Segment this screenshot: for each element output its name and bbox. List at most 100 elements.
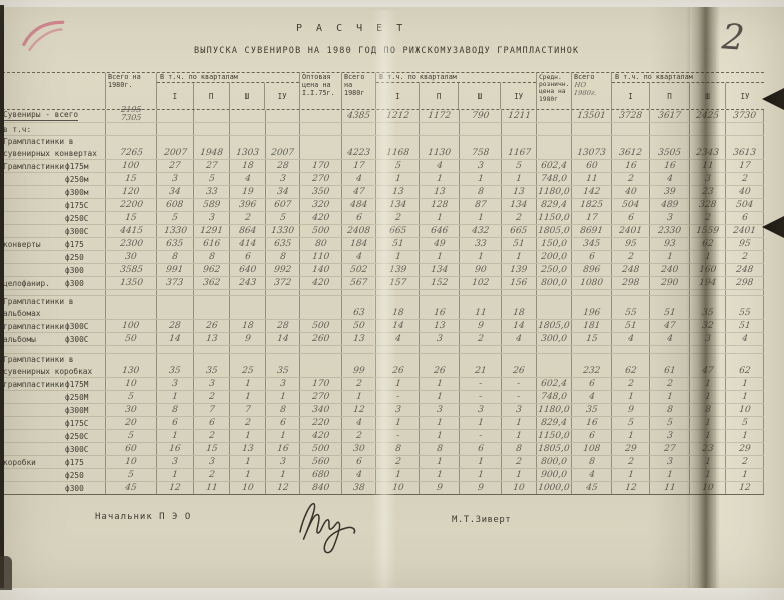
handwritten-value: 864: [238, 226, 257, 236]
handwritten-value: 10: [241, 483, 254, 493]
handwritten-value: 1: [477, 470, 484, 480]
handwritten-value: 1: [515, 418, 523, 428]
header-total-a: Всего на 1980г.: [106, 73, 157, 109]
header-price-wholesale: Оптовая цена на I.I.75г.: [300, 73, 342, 109]
table-cell: 665: [502, 225, 537, 237]
handwritten-value: 8: [208, 252, 215, 262]
table-cell: 26: [420, 354, 460, 377]
table-cell: 45: [572, 482, 612, 494]
table-cell: 51: [726, 320, 764, 332]
signature: [299, 503, 356, 554]
table-cell: 1: [612, 391, 650, 403]
handwritten-value: 2: [355, 379, 362, 389]
handwritten-value: 1: [515, 470, 523, 480]
handwritten-value: 1: [436, 470, 443, 480]
table-row: ф300С 60 16 15 13 16 500 30 8 8 6 8 1805,0 108 29 27 23 2…: [2, 443, 764, 456]
quarters-group-label: В т.ч. по кварталам: [157, 73, 299, 83]
table-cell: 47: [690, 354, 726, 377]
table-cell: 20: [106, 417, 157, 429]
handwritten-value: 3: [208, 379, 215, 389]
table-cell: 3728: [612, 110, 650, 122]
table-row: ф300 3585 991 962 640 992 140 502 139 134 90 139 250…: [2, 264, 764, 277]
table-cell: 196: [572, 296, 612, 319]
handwritten-value: 6: [627, 213, 634, 223]
table-cell: 2: [342, 378, 376, 390]
handwritten-value: 4223: [346, 148, 371, 158]
handwritten-value: 80: [314, 239, 327, 249]
row-label: грампластинки: [3, 322, 65, 331]
table-cell: 33: [194, 186, 230, 198]
table-cell: 6: [572, 430, 612, 442]
table-cell: 157: [376, 277, 420, 289]
handwritten-value: 55: [624, 308, 637, 318]
handwritten-value: 15: [124, 213, 138, 223]
table-cell: 502: [342, 264, 376, 276]
table-cell: 87: [460, 199, 502, 211]
handwritten-value: 248: [621, 265, 640, 275]
row-label: конверты: [3, 240, 41, 249]
table-cell: [460, 123, 502, 135]
handwritten-value: 62: [624, 366, 637, 376]
handwritten-value: 50: [124, 334, 138, 344]
table-cell: 6: [230, 251, 266, 263]
table-cell: 35: [690, 296, 726, 319]
table-cell: 8: [157, 251, 194, 263]
table-cell: 3: [194, 456, 230, 468]
table-cell: [420, 123, 460, 135]
header-quarter-IУ: IУ: [740, 91, 750, 101]
handwritten-value: 220: [311, 418, 330, 428]
handwritten-value: 12: [168, 483, 182, 493]
table-row: ф250С 5 1 2 1 1 420 2 - 1 - 1 1150,0 6 1 3 1 1: [2, 430, 764, 443]
table-cell: 10: [502, 482, 537, 494]
handwritten-value: 1: [704, 418, 711, 428]
handwritten-value: 16: [433, 308, 446, 318]
handwritten-value: 1: [704, 379, 711, 389]
handwritten-value: 3: [436, 405, 443, 415]
handwritten-value: 3613: [732, 148, 757, 158]
table-cell: 51: [612, 320, 650, 332]
table-cell: 11: [690, 160, 726, 172]
handwritten-value: 3: [171, 457, 179, 467]
handwritten-value: 6: [741, 213, 748, 223]
table-cell: 1: [726, 469, 764, 481]
table-cell: 829,4: [537, 199, 572, 211]
table-cell: [266, 110, 300, 122]
table-cell: [726, 123, 764, 135]
table-cell: 1330: [157, 225, 194, 237]
handwritten-value: 4385: [346, 111, 371, 121]
table-cell: 3730: [726, 110, 764, 122]
table-cell: 7265: [106, 136, 157, 159]
table-cell: 2: [342, 430, 376, 442]
table-cell: 1948: [194, 136, 230, 159]
handwritten-value: 3612: [618, 148, 643, 158]
handwritten-value: 35: [276, 366, 289, 376]
handwritten-value: 47: [701, 366, 714, 376]
handwritten-value: 1330: [270, 226, 295, 236]
table-cell: 2: [612, 378, 650, 390]
table-cell: 4: [376, 333, 420, 345]
table-cell: 2007: [157, 136, 194, 159]
handwritten-value: 270: [311, 392, 330, 402]
handwritten-value: 2: [208, 431, 215, 441]
quarters-group-label: В т.ч. по кварталам: [376, 73, 536, 83]
handwritten-value: 139: [388, 265, 407, 275]
handwritten-value: 28: [276, 321, 289, 331]
handwritten-value: 1: [171, 470, 179, 480]
table-cell: 12: [157, 482, 194, 494]
handwritten-value: 340: [311, 405, 330, 415]
table-cell: 17: [342, 160, 376, 172]
handwritten-value: 6: [477, 444, 484, 454]
row-label-line2: сувенирных коробках: [3, 367, 93, 376]
table-cell: 500: [300, 225, 342, 237]
table-row: грампластинки ф175М 10 3 3 1 3 170 2 1 1 - - 602,4 6 2 2…: [2, 378, 764, 391]
table-cell: 1: [157, 391, 194, 403]
handwritten-value: 1130: [427, 148, 452, 158]
table-row: ф175С 20 6 6 2 6 220 4 1 1 1 1 829,4 16 5 5 1 5: [2, 417, 764, 430]
table-cell: 95: [612, 238, 650, 250]
footer-position-title: Начальник П Э О: [95, 512, 192, 522]
table-cell: ф250м: [2, 173, 106, 185]
table-cell: 1: [420, 173, 460, 185]
handwritten-value: 3: [666, 457, 673, 467]
table-row: ф250м 15 3 5 4 3 270 4 1 1 1 1 748,0 11 2 4 3 2: [2, 173, 764, 186]
quarter-columns-b: I П Ш IУ: [376, 83, 536, 109]
